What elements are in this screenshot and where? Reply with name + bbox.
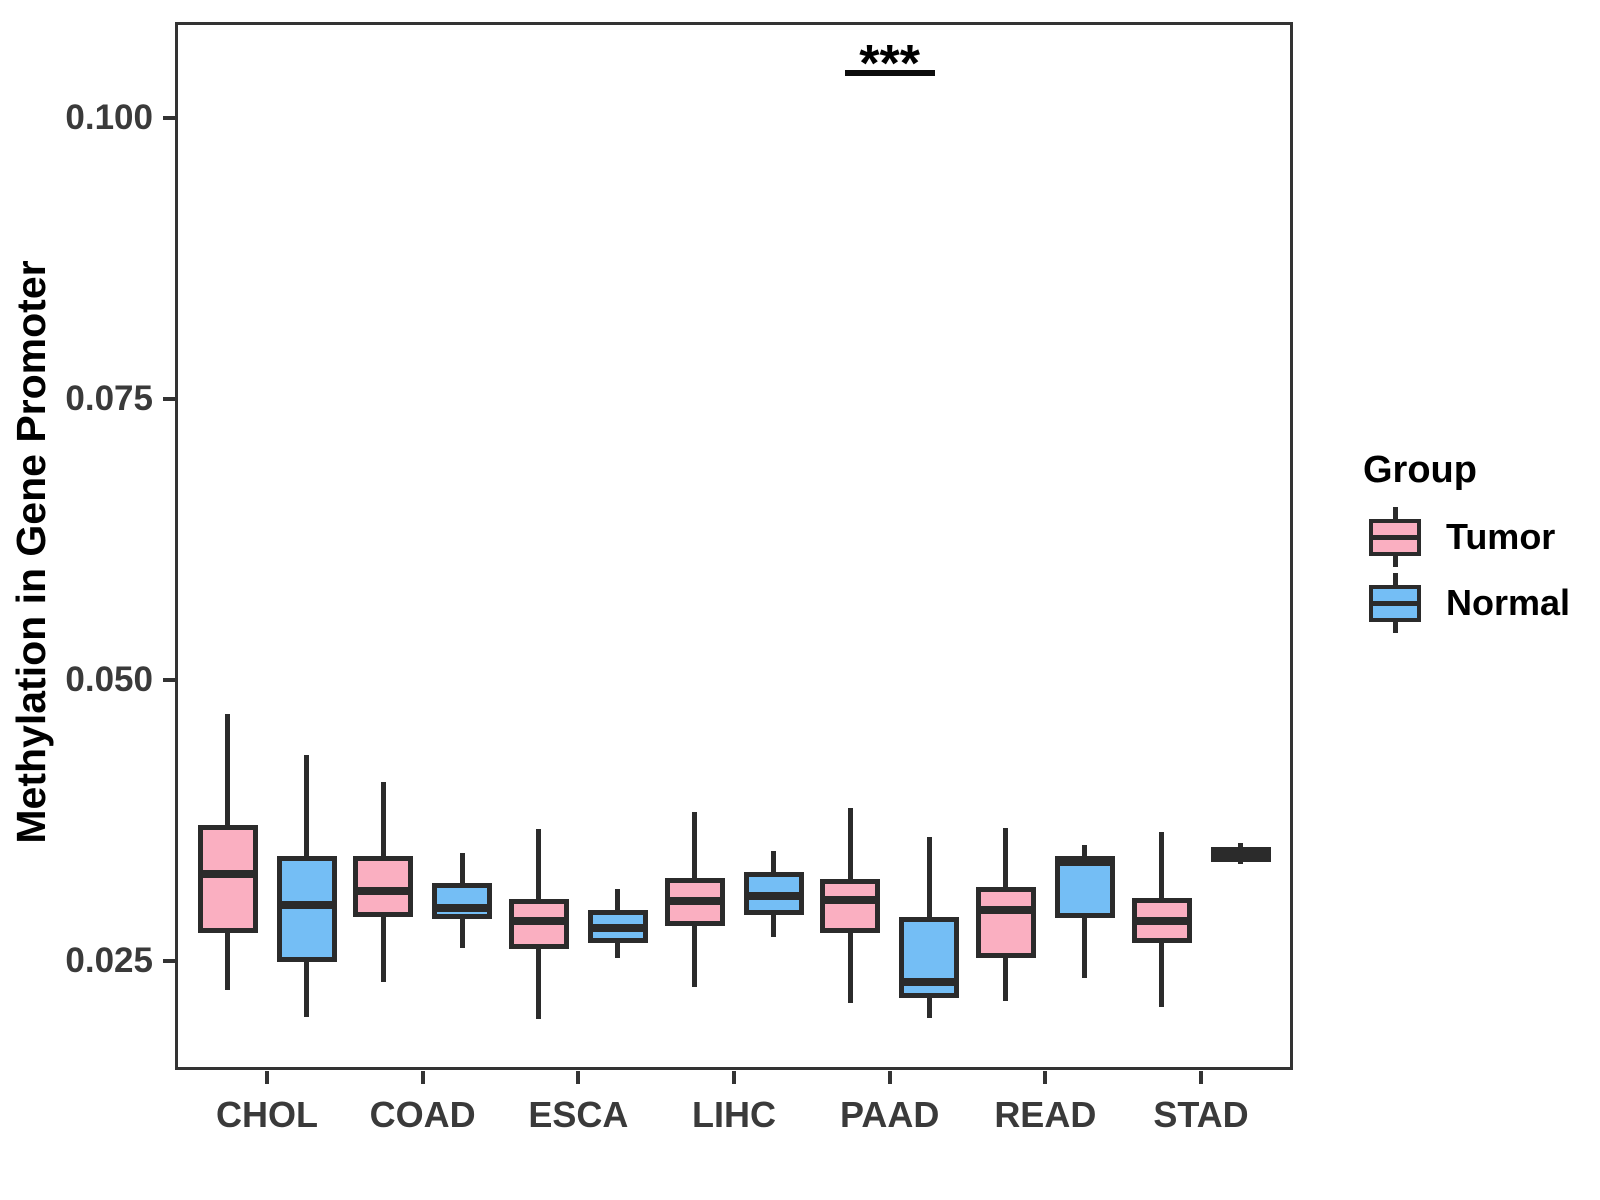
x-tick-label: READ <box>994 1094 1097 1135</box>
significance-label: *** <box>859 35 921 94</box>
box-CHOL-Tumor <box>197 824 258 933</box>
median-STAD-Tumor <box>1131 916 1192 925</box>
median-ESCA-Normal <box>587 924 648 933</box>
x-tick-label: CHOL <box>216 1094 318 1135</box>
y-tick-mark <box>163 397 175 401</box>
median-COAD-Normal <box>432 904 493 913</box>
significance-line <box>844 70 935 77</box>
x-tick-mark <box>420 1071 425 1084</box>
y-tick-label: 0.025 <box>65 941 153 980</box>
x-tick-label: ESCA <box>528 1094 629 1135</box>
median-READ-Tumor <box>975 906 1036 915</box>
median-PAAD-Normal <box>899 978 960 987</box>
median-LIHC-Tumor <box>664 897 725 906</box>
box-COAD-Tumor <box>353 856 414 918</box>
x-tick-mark <box>1199 1071 1203 1084</box>
y-tick-mark <box>163 678 175 682</box>
legend-title: Group <box>1363 449 1477 491</box>
box-PAAD-Tumor <box>820 878 881 933</box>
median-ESCA-Tumor <box>508 916 569 925</box>
x-tick-label: STAD <box>1153 1094 1249 1135</box>
x-tick-mark <box>265 1071 269 1084</box>
box-CHOL-Normal <box>276 856 337 963</box>
median-CHOL-Tumor <box>197 870 258 879</box>
y-tick-label: 0.100 <box>65 98 153 137</box>
y-tick-label: 0.075 <box>65 379 153 418</box>
median-LIHC-Normal <box>743 891 804 900</box>
y-tick-mark <box>163 959 175 963</box>
x-tick-mark <box>1043 1071 1048 1084</box>
y-tick-mark <box>163 116 175 120</box>
median-COAD-Tumor <box>353 887 414 896</box>
x-tick-mark <box>887 1071 892 1084</box>
median-STAD-Normal <box>1210 850 1271 859</box>
x-tick-label: LIHC <box>692 1094 776 1135</box>
y-tick-label: 0.050 <box>65 660 153 699</box>
median-CHOL-Normal <box>276 900 337 909</box>
box-READ-Tumor <box>975 886 1036 958</box>
x-tick-mark <box>576 1071 581 1084</box>
median-PAAD-Tumor <box>820 896 881 905</box>
median-READ-Normal <box>1054 858 1115 867</box>
x-tick-mark <box>732 1071 736 1084</box>
box-COAD-Normal <box>432 883 493 920</box>
x-tick-label: COAD <box>369 1094 476 1135</box>
x-tick-label: PAAD <box>839 1094 940 1135</box>
